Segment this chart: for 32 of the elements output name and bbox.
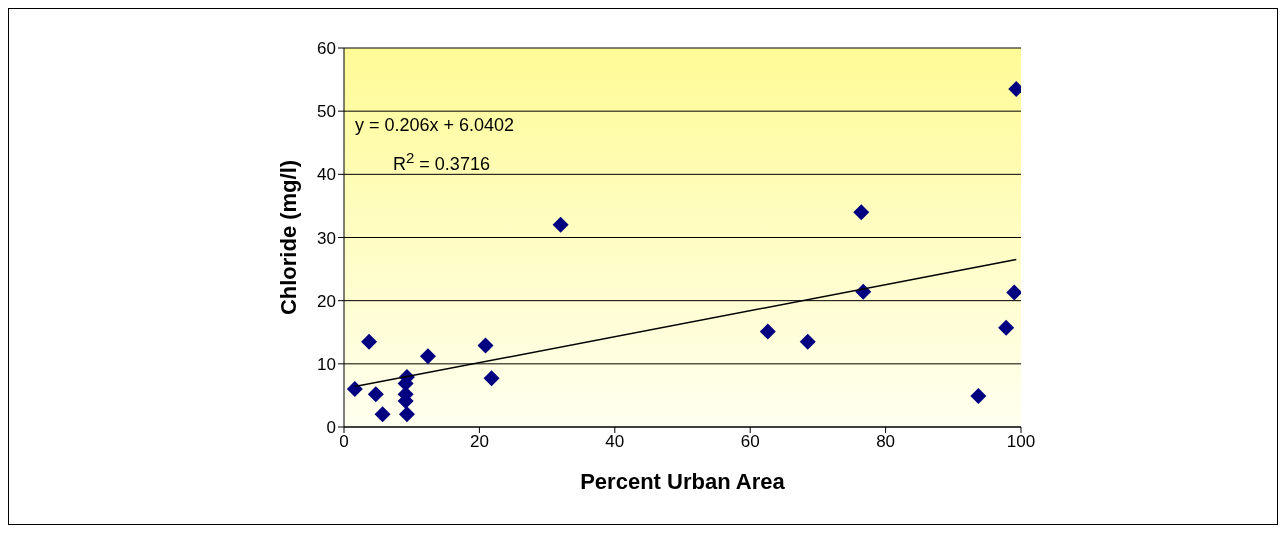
x-tick-label: 60 — [740, 432, 760, 452]
point — [998, 319, 1015, 336]
y-tick-label: 60 — [317, 39, 336, 59]
point — [483, 370, 500, 387]
annotation: R$^{2}$ = 0.3716 — [393, 149, 490, 175]
point — [1006, 284, 1021, 301]
point — [970, 388, 987, 405]
point — [759, 323, 776, 340]
y-tick-label: 40 — [317, 165, 336, 185]
annotation: y = 0.206x + 6.0402 — [355, 115, 515, 136]
y-axis-title: Chloride (mg/l) — [275, 159, 301, 316]
y-tick-label: 50 — [317, 102, 336, 122]
y-tick-label: 10 — [317, 354, 336, 374]
x-tick-label: 20 — [469, 432, 489, 452]
point — [361, 333, 378, 350]
point — [374, 406, 391, 423]
x-tick-label: 40 — [605, 432, 625, 452]
point — [552, 216, 569, 233]
y-tick-label: 20 — [317, 291, 336, 311]
point — [398, 406, 415, 423]
x-tick-label: 0 — [339, 432, 349, 452]
point — [799, 333, 816, 350]
point — [419, 348, 436, 365]
y-tick-label: 0 — [326, 418, 336, 438]
y-tick-label: 30 — [317, 228, 336, 248]
point — [346, 381, 363, 398]
x-tick-label: 80 — [876, 432, 896, 452]
x-tick-label: 100 — [1006, 432, 1036, 452]
x-axis-title: Percent Urban Area — [580, 469, 786, 494]
point — [367, 386, 384, 403]
point — [477, 337, 494, 354]
point — [853, 204, 870, 221]
